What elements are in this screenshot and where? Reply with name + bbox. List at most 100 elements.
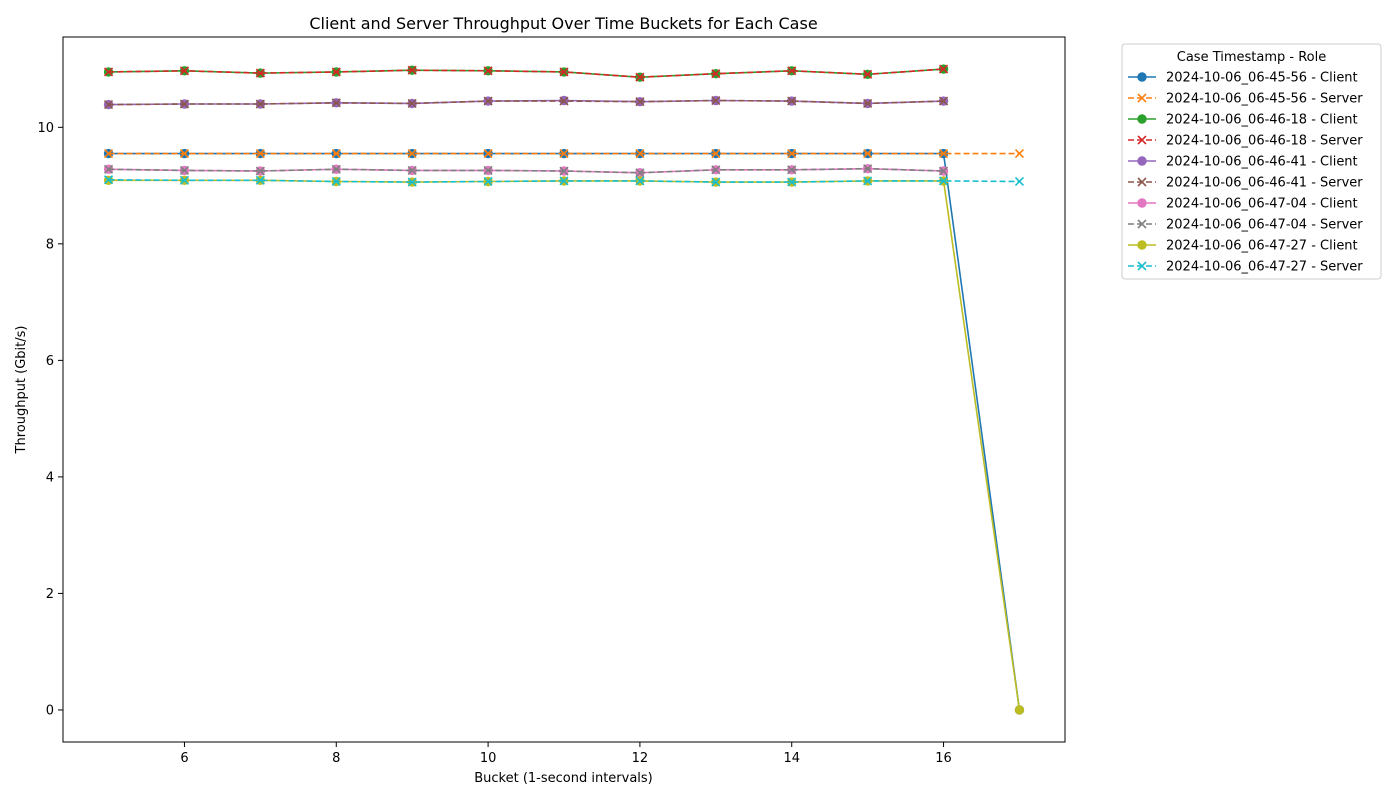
data-point — [407, 177, 417, 187]
x-tick-label: 8 — [332, 751, 340, 766]
x-tick-label: 14 — [783, 751, 800, 766]
legend-item: 2024-10-06_06-46-41 - Server — [1128, 176, 1363, 191]
legend-marker — [1137, 72, 1147, 82]
data-point — [635, 72, 645, 82]
data-point — [255, 166, 265, 176]
y-tick-label: 8 — [46, 237, 54, 252]
plot-frame — [62, 36, 1066, 743]
y-tick-label: 0 — [46, 703, 54, 718]
legend-marker — [1137, 156, 1147, 166]
data-point — [1014, 176, 1025, 187]
legend-title: Case Timestamp - Role — [1177, 50, 1326, 65]
series-10 — [103, 175, 1025, 187]
data-point — [711, 177, 721, 187]
y-tick-label: 2 — [46, 587, 54, 602]
series-4 — [103, 64, 949, 82]
x-tick-label: 6 — [180, 751, 188, 766]
x-tick-label: 16 — [935, 751, 952, 766]
data-point — [407, 98, 417, 108]
legend-label: 2024-10-06_06-46-41 - Client — [1166, 155, 1358, 170]
data-point — [787, 66, 797, 76]
y-axis: 0 2 4 6 8 10 — [37, 121, 63, 718]
legend-marker — [1137, 219, 1147, 229]
legend: Case Timestamp - Role 2024-10-06_06-45-5… — [1121, 43, 1382, 280]
data-point — [331, 98, 341, 108]
legend-items: 2024-10-06_06-45-56 - Client 2024-10-06_0… — [1128, 71, 1363, 275]
data-point — [787, 96, 797, 106]
x-tick-label: 10 — [480, 751, 497, 766]
data-point — [635, 176, 645, 186]
data-point — [559, 166, 569, 176]
legend-item: 2024-10-06_06-45-56 - Client — [1128, 71, 1358, 86]
legend-marker — [1137, 114, 1147, 124]
data-point — [331, 148, 341, 159]
y-axis-title: Throughput (Gbit/s) — [14, 326, 29, 455]
legend-label: 2024-10-06_06-46-18 - Client — [1166, 113, 1358, 128]
legend-item: 2024-10-06_06-47-27 - Client — [1128, 239, 1358, 254]
legend-label: 2024-10-06_06-45-56 - Server — [1166, 92, 1363, 107]
data-point — [103, 164, 114, 174]
data-point — [787, 148, 797, 159]
y-tick-label: 10 — [37, 121, 54, 136]
y-tick-label: 6 — [46, 354, 54, 369]
data-point — [1014, 705, 1025, 715]
data-point — [787, 165, 797, 175]
series-line — [108, 179, 1021, 711]
series-line — [108, 68, 944, 78]
data-point — [863, 176, 873, 186]
series-9 — [103, 175, 1025, 715]
data-point — [103, 100, 114, 110]
data-point — [938, 176, 949, 186]
data-point — [938, 64, 949, 74]
y-tick-label: 4 — [46, 470, 54, 485]
legend-marker — [1137, 261, 1147, 271]
data-point — [407, 148, 417, 159]
data-point — [938, 96, 949, 106]
data-point — [559, 67, 569, 77]
legend-item: 2024-10-06_06-47-04 - Client — [1128, 197, 1358, 212]
plot-series-group — [103, 64, 1025, 715]
data-point — [103, 148, 114, 159]
data-point — [255, 175, 265, 185]
x-axis-title: Bucket (1-second intervals) — [474, 771, 653, 786]
x-tick-label: 12 — [632, 751, 649, 766]
data-point — [938, 148, 949, 159]
legend-item: 2024-10-06_06-45-56 - Server — [1128, 92, 1363, 107]
legend-item: 2024-10-06_06-46-18 - Client — [1128, 113, 1358, 128]
legend-label: 2024-10-06_06-47-27 - Server — [1166, 260, 1363, 275]
data-point — [635, 148, 645, 159]
data-point — [483, 176, 493, 187]
data-point — [483, 165, 493, 175]
legend-marker — [1137, 177, 1147, 187]
data-point — [179, 148, 190, 159]
data-point — [179, 99, 190, 109]
series-line — [108, 68, 944, 78]
legend-label: 2024-10-06_06-45-56 - Client — [1166, 71, 1358, 86]
data-point — [559, 96, 569, 106]
legend-marker — [1137, 93, 1147, 103]
data-point — [179, 165, 190, 175]
data-point — [711, 69, 721, 79]
x-axis: 6 8 10 12 14 16 — [180, 742, 952, 766]
data-point — [635, 97, 645, 107]
data-point — [331, 67, 341, 77]
data-point — [407, 65, 417, 75]
data-point — [179, 66, 190, 76]
data-point — [711, 148, 721, 159]
data-point — [938, 166, 949, 176]
legend-label: 2024-10-06_06-47-04 - Server — [1166, 218, 1363, 233]
series-1 — [103, 148, 1025, 715]
data-point — [863, 148, 873, 159]
data-point — [1014, 148, 1025, 159]
data-point — [863, 164, 873, 174]
data-point — [331, 176, 341, 187]
data-point — [559, 176, 569, 186]
chart-title: Client and Server Throughput Over Time B… — [309, 14, 817, 33]
series-2 — [103, 148, 1025, 159]
legend-item: 2024-10-06_06-46-18 - Server — [1128, 134, 1363, 149]
data-point — [787, 177, 797, 187]
series-8 — [103, 164, 949, 178]
data-point — [559, 148, 569, 159]
